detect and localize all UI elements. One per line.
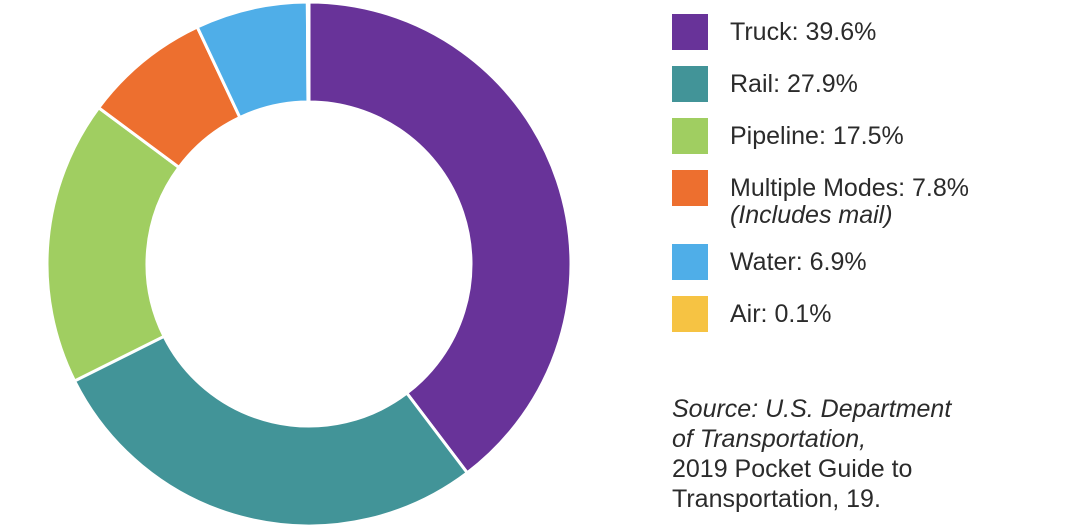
legend-item-water: Water: 6.9%	[672, 244, 1072, 280]
source-note: Source: U.S. Department of Transportatio…	[672, 394, 1072, 514]
legend-swatch-truck	[672, 14, 708, 50]
source-line-3: 2019 Pocket Guide to	[672, 455, 913, 483]
legend-item-truck: Truck: 39.6%	[672, 14, 1072, 50]
source-line-4: Transportation, 19.	[672, 485, 881, 513]
donut-slice-air	[305, 0, 311, 104]
legend-item-pipeline: Pipeline: 17.5%	[672, 118, 1072, 154]
legend-label-multiple-modes: Multiple Modes: 7.8% (Includes mail)	[730, 170, 969, 228]
legend-swatch-water	[672, 244, 708, 280]
donut-chart	[45, 0, 573, 528]
legend-note-multiple-modes: (Includes mail)	[730, 201, 893, 229]
legend-label-truck: Truck: 39.6%	[730, 18, 877, 46]
donut-slice-truck	[307, 0, 573, 475]
legend-item-rail: Rail: 27.9%	[672, 66, 1072, 102]
legend-label-pipeline: Pipeline: 17.5%	[730, 122, 904, 150]
source-line-2: of Transportation,	[672, 425, 867, 453]
legend-item-multiple-modes: Multiple Modes: 7.8% (Includes mail)	[672, 170, 1072, 228]
legend-swatch-air	[672, 296, 708, 332]
legend-label-multiple-modes-main: Multiple Modes: 7.8%	[730, 174, 970, 202]
donut-slice-rail	[73, 334, 469, 528]
donut-slice-pipeline	[45, 106, 181, 383]
legend: Truck: 39.6% Rail: 27.9% Pipeline: 17.5%…	[672, 14, 1072, 348]
legend-swatch-rail	[672, 66, 708, 102]
legend-label-rail: Rail: 27.9%	[730, 70, 858, 98]
legend-label-air: Air: 0.1%	[730, 300, 832, 328]
legend-swatch-multiple-modes	[672, 170, 708, 206]
legend-item-air: Air: 0.1%	[672, 296, 1072, 332]
legend-label-water: Water: 6.9%	[730, 248, 867, 276]
legend-swatch-pipeline	[672, 118, 708, 154]
source-line-1: Source: U.S. Department	[672, 395, 952, 423]
